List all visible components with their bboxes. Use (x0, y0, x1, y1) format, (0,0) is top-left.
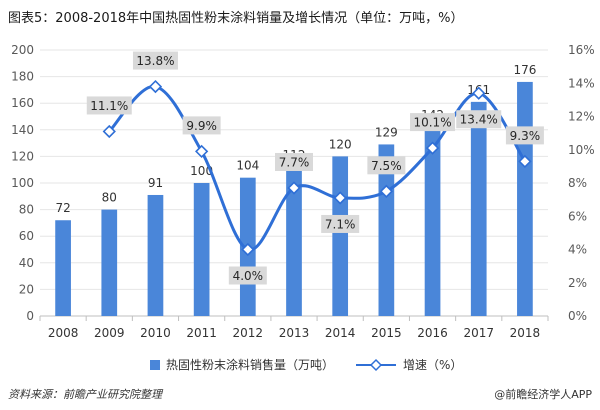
growth-label-box (182, 116, 221, 135)
y-left-tick-label: 200 (11, 43, 34, 57)
y-left-tick-label: 100 (11, 176, 34, 190)
y-right-tick-label: 4% (568, 243, 587, 257)
x-tick-label: 2015 (371, 326, 402, 340)
bar (424, 127, 441, 316)
growth-marker (241, 242, 255, 257)
growth-marker (425, 141, 440, 155)
growth-value-label: 11.1% (90, 99, 128, 113)
x-tick-label: 2008 (48, 326, 79, 340)
y-right-tick-label: 6% (568, 209, 587, 223)
legend-diamond-icon (369, 358, 383, 372)
y-right-tick-label: 16% (568, 43, 595, 57)
y-right-tick-label: 8% (568, 176, 587, 190)
legend-bar-label: 热固性粉末涂料销售量（万吨） (166, 357, 334, 372)
x-tick-label: 2012 (233, 326, 264, 340)
bar (193, 183, 210, 316)
x-tick-label: 2016 (417, 326, 448, 340)
growth-value-label: 7.5% (371, 159, 402, 173)
growth-label-box (275, 152, 313, 171)
y-left-tick-label: 20 (19, 282, 34, 296)
legend: 热固性粉末涂料销售量（万吨） 增速（%） (150, 357, 462, 372)
bar (332, 156, 349, 316)
growth-marker (195, 144, 209, 159)
growth-marker (333, 191, 347, 205)
y-right-tick-label: 14% (568, 76, 595, 90)
legend-line-label: 增速（%） (403, 358, 462, 372)
growth-value-label: 10.1% (413, 116, 451, 130)
x-tick-label: 2013 (279, 326, 310, 340)
y-left-tick-label: 120 (11, 149, 34, 163)
bar-value-label: 120 (329, 137, 352, 151)
y-left-tick-label: 40 (19, 256, 34, 270)
bar (470, 101, 487, 317)
growth-value-label: 4.0% (233, 269, 264, 283)
growth-label-box (321, 214, 360, 233)
growth-value-label: 13.4% (460, 113, 498, 127)
growth-value-label: 9.9% (186, 119, 217, 133)
bar-value-label: 104 (236, 159, 259, 173)
bar-value-label: 100 (190, 164, 213, 178)
growth-marker (102, 124, 116, 139)
page-title: 图表5：2008-2018年中国热固性粉末涂料销量及增长情况（单位：万吨，%） (8, 11, 464, 26)
y-right-tick-label: 0% (568, 309, 587, 323)
growth-label-box (410, 113, 456, 132)
growth-line (108, 85, 527, 252)
growth-label-box (367, 156, 406, 175)
growth-value-label: 7.7% (279, 155, 310, 169)
x-tick-label: 2017 (463, 326, 494, 340)
growth-label-box (456, 110, 502, 129)
y-left-tick-label: 180 (11, 70, 34, 84)
y-left-tick-label: 140 (11, 123, 34, 137)
x-tick-label: 2014 (325, 326, 356, 340)
bar (55, 220, 71, 316)
y-left-tick-label: 80 (19, 203, 34, 217)
bar-value-label: 72 (55, 201, 70, 215)
growth-value-label: 9.3% (510, 129, 541, 143)
y-left-tick-label: 60 (19, 229, 34, 243)
x-tick-label: 2018 (510, 326, 541, 340)
bar (517, 81, 533, 316)
growth-marker (379, 184, 393, 198)
growth-label-box (505, 126, 544, 145)
axes: 0 20 40 60 80 100 120 140 160 180 200 0% 2% 4% 6% 8% 10%… (11, 43, 595, 340)
growth-marker (148, 79, 163, 94)
bar-value-label: 176 (513, 63, 536, 77)
growth-label-box (228, 266, 267, 285)
bar-value-label: 80 (102, 191, 117, 205)
growth-line-series: 11.1% 13.8% 9.9% 4.0% 7.7% 7.1% 7.5% 10.1% 13.4%… (86, 51, 544, 285)
bar (286, 167, 302, 316)
growth-value-label: 13.8% (136, 54, 174, 68)
y-left-tick-label: 0 (26, 309, 34, 323)
growth-value-label: 7.1% (325, 217, 356, 231)
bar-value-label: 91 (148, 176, 163, 190)
bar (147, 194, 164, 316)
x-tick-label: 2010 (140, 326, 171, 340)
growth-marker (518, 154, 532, 169)
y-left-tick-label: 160 (11, 96, 34, 110)
x-tick-label: 2009 (94, 326, 125, 340)
growth-label-box (86, 96, 132, 115)
bar-value-label: 129 (375, 125, 398, 139)
brand-mark: @前瞻经济学人APP (494, 388, 592, 401)
growth-marker (472, 86, 486, 100)
y-right-tick-label: 2% (568, 276, 587, 290)
growth-marker (287, 181, 301, 195)
y-right-tick-label: 12% (568, 110, 595, 124)
bar (101, 209, 118, 316)
growth-label-box (132, 51, 178, 70)
x-tick-label: 2011 (186, 326, 217, 340)
source-note: 资料来源：前瞻产业研究院整理 (8, 388, 162, 401)
y-right-tick-label: 10% (568, 143, 595, 157)
legend-bar-swatch (150, 360, 160, 370)
